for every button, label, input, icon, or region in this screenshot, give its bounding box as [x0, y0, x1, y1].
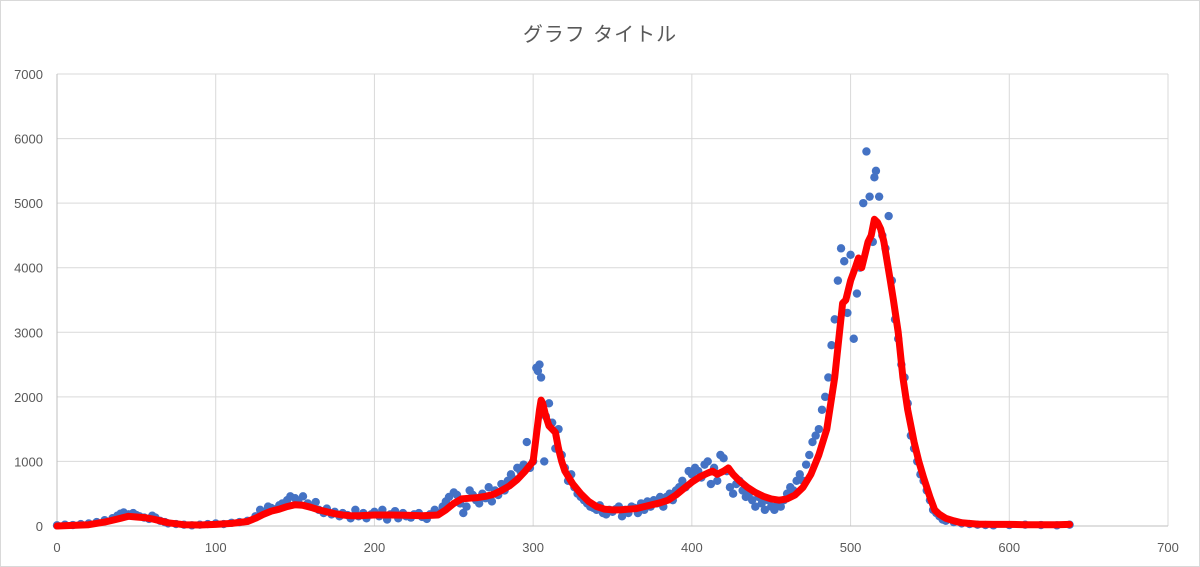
scatter-point: [522, 437, 531, 447]
scatter-point: [533, 366, 543, 376]
scatter-point: [792, 476, 801, 485]
y-tick-label: 2000: [14, 390, 43, 405]
scatter-point: [544, 399, 554, 408]
scatter-point: [870, 173, 879, 182]
tick-labels: 0 1000 2000 3000 4000 5000 6000 7000 0 100 200 300 4…: [14, 67, 1179, 555]
scatter-point: [487, 497, 497, 506]
scatter-point: [459, 508, 468, 518]
scatter-point: [808, 437, 817, 447]
scatter-point: [811, 431, 820, 440]
scatter-point: [820, 392, 830, 402]
y-tick-label: 6000: [14, 132, 43, 147]
scatter-point: [833, 276, 843, 285]
scatter-point: [830, 315, 839, 324]
scatter-point: [795, 470, 804, 479]
scatter-point: [725, 483, 735, 492]
scatter-point: [805, 450, 814, 460]
scatter-point: [852, 289, 862, 298]
grid-lines: [57, 73, 1169, 526]
scatter-point: [747, 495, 757, 505]
scatter-point: [713, 476, 722, 485]
scatter-point: [865, 192, 874, 201]
scatter-point: [757, 499, 766, 508]
scatter-point: [827, 341, 836, 350]
scatter-point: [817, 405, 827, 414]
x-tick-label: 500: [840, 540, 862, 555]
scatter-point: [814, 424, 824, 434]
scatter-point: [776, 502, 785, 511]
scatter-point: [719, 454, 728, 463]
scatter-point: [536, 373, 546, 382]
y-tick-label: 7000: [14, 67, 43, 82]
scatter-point: [751, 502, 760, 511]
x-tick-label: 0: [53, 540, 60, 555]
scatter-point: [859, 198, 868, 208]
scatter-point: [484, 483, 493, 492]
y-tick-label: 4000: [14, 261, 43, 276]
x-tick-label: 700: [1157, 540, 1179, 555]
axes: [56, 74, 1168, 527]
scatter-point: [474, 499, 484, 508]
scatter-point: [862, 147, 871, 156]
x-tick-label: 400: [681, 540, 703, 555]
scatter-point: [874, 192, 884, 201]
scatter-point: [884, 211, 893, 221]
scatter-point: [703, 457, 712, 466]
scatter-point: [298, 492, 308, 501]
scatter-point: [840, 257, 849, 266]
scatter-point: [801, 460, 811, 469]
scatter-point: [849, 334, 858, 343]
scatter-point: [311, 497, 320, 507]
y-tick-label: 1000: [14, 454, 43, 469]
scatter-point: [462, 502, 471, 511]
scatter-point: [706, 479, 716, 489]
scatter-point: [846, 250, 855, 259]
scatter-point: [770, 505, 779, 515]
y-tick-label: 3000: [14, 325, 43, 340]
scatter-point: [540, 457, 549, 466]
scatter-point: [351, 505, 360, 515]
scatter-point: [871, 166, 881, 176]
x-tick-label: 100: [205, 540, 227, 555]
scatter-point: [535, 360, 544, 369]
y-tick-label: 0: [36, 519, 43, 534]
scatter-point: [836, 244, 846, 253]
x-tick-label: 600: [998, 540, 1020, 555]
scatter-point: [728, 489, 738, 498]
scatter-point: [760, 505, 770, 515]
y-tick-label: 5000: [14, 196, 43, 211]
x-tick-label: 300: [522, 540, 544, 555]
x-tick-label: 200: [364, 540, 386, 555]
series-line: [53, 215, 1074, 530]
scatter-point: [687, 470, 697, 479]
scatter-point: [678, 476, 687, 485]
line-series: [53, 215, 1074, 530]
scatter-point: [824, 373, 833, 382]
chart-title: グラフ タイトル: [522, 22, 678, 46]
scatter-point: [617, 512, 627, 521]
